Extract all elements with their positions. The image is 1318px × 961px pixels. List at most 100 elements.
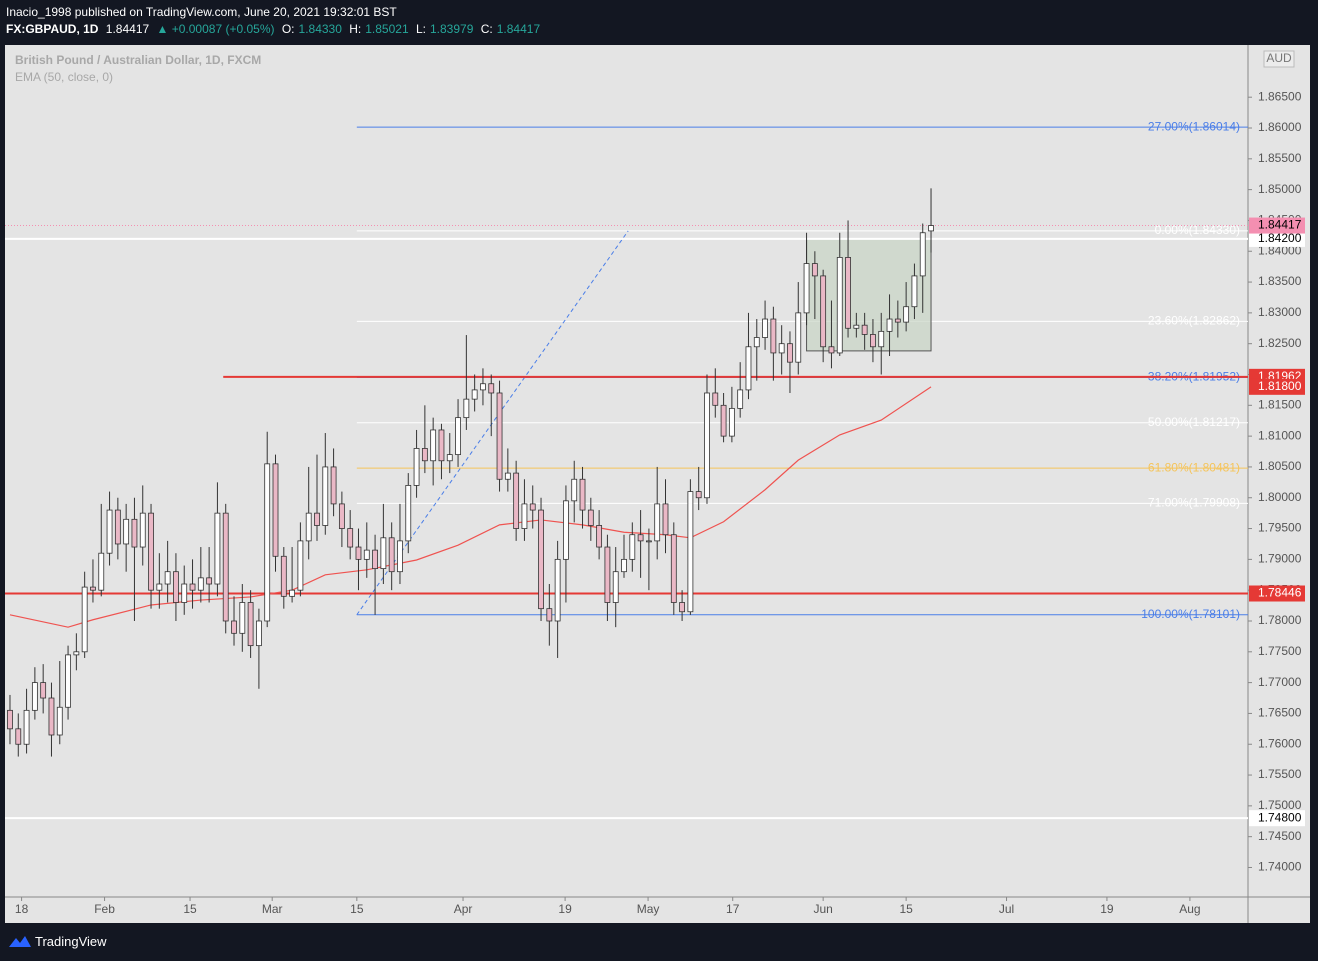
candle-body bbox=[388, 537, 395, 573]
x-tick-label: 15 bbox=[899, 902, 913, 916]
candle-body bbox=[280, 555, 287, 597]
price-label: 1.81800 bbox=[1258, 379, 1302, 393]
y-tick-label: 1.79000 bbox=[1258, 552, 1302, 566]
candle-body bbox=[148, 512, 154, 591]
candle-body bbox=[911, 275, 918, 308]
candle-body bbox=[65, 654, 71, 708]
candle-body bbox=[637, 534, 644, 542]
candle-body bbox=[870, 334, 876, 348]
candle-body bbox=[31, 682, 38, 711]
candle-body bbox=[123, 518, 130, 545]
candle-body bbox=[305, 512, 312, 542]
change: ▲ +0.00087 (+0.05%) bbox=[156, 22, 275, 36]
y-tick-label: 1.75000 bbox=[1258, 798, 1302, 812]
candle-body bbox=[621, 558, 627, 573]
candle-body bbox=[322, 466, 329, 526]
candle-body bbox=[604, 546, 611, 603]
candle-body bbox=[471, 389, 478, 400]
y-tick-label: 1.78000 bbox=[1258, 613, 1302, 627]
candle-body bbox=[363, 549, 370, 560]
candle-body bbox=[820, 275, 827, 348]
candle-body bbox=[73, 651, 80, 656]
brand: TradingView bbox=[35, 933, 107, 949]
candle-body bbox=[919, 232, 926, 277]
candle-body bbox=[256, 620, 262, 647]
h-value: 1.85021 bbox=[365, 22, 409, 36]
x-tick-label: 17 bbox=[726, 902, 740, 916]
line-price-label-bg bbox=[1249, 230, 1305, 247]
candle-body bbox=[247, 602, 254, 647]
x-tick-label: Feb bbox=[94, 902, 115, 916]
candle-body bbox=[430, 429, 437, 462]
x-tick-label: Mar bbox=[262, 902, 283, 916]
candle-body bbox=[164, 571, 171, 585]
logo bbox=[9, 936, 31, 947]
candle-body bbox=[421, 448, 428, 462]
y-tick-label: 1.74000 bbox=[1258, 860, 1302, 874]
candle-body bbox=[662, 503, 669, 536]
y-tick-label: 1.74500 bbox=[1258, 829, 1302, 843]
fib-label: 71.00%(1.79908) bbox=[1148, 496, 1240, 510]
candle-body bbox=[446, 454, 453, 462]
candle-body bbox=[811, 263, 818, 277]
candle-body bbox=[836, 257, 843, 354]
x-tick-label: Aug bbox=[1179, 902, 1200, 916]
x-tick-label: 19 bbox=[1100, 902, 1114, 916]
candle-body bbox=[612, 571, 619, 603]
candle-body bbox=[23, 709, 30, 745]
x-tick-label: 15 bbox=[183, 902, 197, 916]
candle-body bbox=[587, 509, 594, 526]
currency-box bbox=[1263, 50, 1295, 68]
candle-body bbox=[214, 512, 221, 585]
y-tick-label: 1.81000 bbox=[1258, 428, 1302, 442]
candle-body bbox=[687, 491, 694, 613]
candle-body bbox=[372, 549, 378, 570]
candle-body bbox=[878, 330, 885, 348]
y-tick-label: 1.86500 bbox=[1258, 89, 1302, 103]
candle-body bbox=[579, 478, 586, 511]
candle-body bbox=[894, 318, 901, 323]
x-tick-label: 18 bbox=[15, 902, 29, 916]
range-box bbox=[806, 238, 932, 352]
candle-body bbox=[347, 528, 354, 548]
candle-body bbox=[629, 534, 636, 560]
fib-label: 27.00%(1.86014) bbox=[1148, 119, 1240, 133]
l-value: 1.83979 bbox=[430, 22, 474, 36]
candle-body bbox=[770, 318, 777, 354]
candle-body bbox=[480, 383, 486, 391]
candle-body bbox=[40, 682, 47, 699]
candle-body bbox=[7, 709, 13, 730]
c-value: 1.84417 bbox=[496, 22, 541, 36]
candle-body bbox=[189, 583, 196, 591]
candle-body bbox=[197, 577, 204, 591]
y-tick-label: 1.75500 bbox=[1258, 767, 1302, 781]
candle-body bbox=[463, 398, 470, 419]
candle-body bbox=[264, 463, 271, 622]
currency-label: AUD bbox=[1266, 51, 1292, 65]
candle-body bbox=[554, 558, 561, 622]
c-label: C: bbox=[480, 22, 493, 36]
y-tick-label: 1.77000 bbox=[1258, 675, 1302, 689]
y-tick-label: 1.85000 bbox=[1258, 182, 1302, 196]
candle-body bbox=[106, 509, 113, 554]
candle-body bbox=[563, 500, 569, 560]
candle-body bbox=[98, 552, 105, 591]
candle-body bbox=[131, 518, 138, 548]
candle-body bbox=[289, 589, 296, 597]
candle-body bbox=[139, 512, 146, 548]
y-tick-label: 1.83500 bbox=[1258, 274, 1302, 288]
candle-body bbox=[48, 697, 55, 736]
y-tick-label: 1.80500 bbox=[1258, 459, 1302, 473]
candle-body bbox=[114, 509, 121, 545]
candle-body bbox=[81, 586, 88, 653]
candle-body bbox=[504, 472, 511, 480]
fib-label: 50.00%(1.81217) bbox=[1148, 415, 1240, 429]
price-label-bg bbox=[1249, 378, 1305, 395]
y-tick-label: 1.85500 bbox=[1258, 151, 1302, 165]
candle-body bbox=[753, 337, 760, 348]
line-price-label: 1.78446 bbox=[1258, 586, 1302, 600]
footer: TradingView bbox=[8, 933, 107, 949]
x-tick-label: Jul bbox=[999, 902, 1014, 916]
candle-body bbox=[397, 540, 403, 573]
